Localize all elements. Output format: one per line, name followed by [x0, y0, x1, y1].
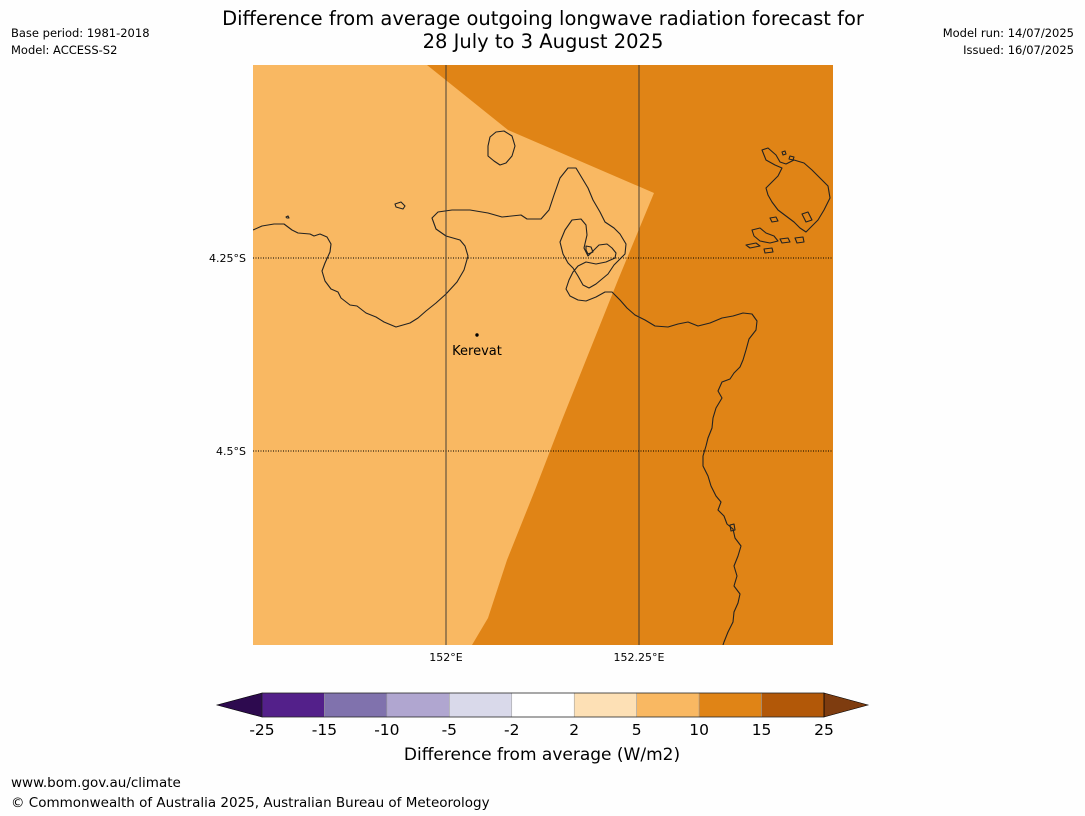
- coastline-islet-east-9: [801, 211, 813, 223]
- colorbar-ticks: -25 -15 -10 -5 -2 2 5 10 15 25: [249, 721, 834, 739]
- colorbar-tick-label: -15: [312, 721, 337, 739]
- colorbar-tick-label: 10: [689, 721, 709, 739]
- map-title: Difference from average outgoing longwav…: [143, 7, 943, 53]
- lon-label-1: 152°E: [429, 651, 462, 664]
- anomaly-region-5-10: [253, 65, 654, 645]
- colorbar-tick-label: -10: [374, 721, 399, 739]
- coastline-islet-east-7: [779, 237, 791, 244]
- footer-url: www.bom.gov.au/climate: [11, 775, 181, 791]
- colorbar-over-arrow: [823, 692, 870, 718]
- coastline-islet-west-1: [394, 201, 406, 210]
- meta-left: Base period: 1981-2018 Model: ACCESS-S2: [11, 25, 150, 59]
- place-marker-dot: [475, 333, 479, 337]
- colorbar-tick-label: -2: [504, 721, 519, 739]
- colorbar-box: [761, 692, 825, 718]
- colorbar-box: [386, 692, 450, 718]
- colorbar-box: [261, 692, 325, 718]
- colorbar-tick-label: 2: [569, 721, 579, 739]
- colorbar-box: [698, 692, 762, 718]
- coastline-islet-east-6: [763, 247, 774, 254]
- coastline: [253, 130, 831, 645]
- title-line-2: 28 July to 3 August 2025: [422, 30, 664, 53]
- coastline-duke-of-york: [761, 147, 831, 233]
- coastline-islet-east-2: [788, 155, 795, 161]
- colorbar-outline: [261, 692, 825, 718]
- colorbar-label: Difference from average (W/m2): [403, 745, 681, 765]
- coastline-island-north: [487, 130, 516, 166]
- colorbar-box: [324, 692, 388, 718]
- place-label: Kerevat: [452, 344, 502, 359]
- coastline-islet-east-10: [729, 523, 736, 532]
- colorbar-box: [511, 692, 575, 718]
- model-text: Model: ACCESS-S2: [11, 43, 118, 57]
- colorbar-tick-label: -5: [442, 721, 457, 739]
- coastline-islet-east-4: [751, 227, 779, 244]
- colorbar-box: [636, 692, 700, 718]
- coastline-islet-east-1: [781, 150, 787, 156]
- colorbar-tick-label: 15: [752, 721, 772, 739]
- base-period-text: Base period: 1981-2018: [11, 26, 150, 40]
- coastline-main: [253, 167, 758, 645]
- issued-text: Issued: 16/07/2025: [963, 43, 1074, 57]
- colorbar: -25 -15 -10 -5 -2 2 5 10 15 25: [215, 692, 870, 739]
- coastline-islet-east-5: [745, 242, 761, 249]
- coastline-islet-east-8: [794, 236, 805, 244]
- model-run-text: Model run: 14/07/2025: [942, 26, 1074, 40]
- footer-copyright: © Commonwealth of Australia 2025, Austra…: [11, 795, 490, 811]
- colorbar-tick-label: 25: [814, 721, 834, 739]
- title-line-1: Difference from average outgoing longwav…: [222, 7, 864, 30]
- map-panel: Kerevat 4.25°S 4.5°S 152°E 152.25°E: [209, 65, 833, 664]
- meta-right: Model run: 14/07/2025 Issued: 16/07/2025: [943, 25, 1074, 59]
- colorbar-box: [573, 692, 637, 718]
- lon-label-2: 152.25°E: [614, 651, 665, 664]
- coastline-inner-bay: [585, 245, 594, 255]
- lat-label-1: 4.25°S: [209, 252, 246, 265]
- colorbar-box: [449, 692, 513, 718]
- colorbar-tick-label: -25: [249, 721, 274, 739]
- coastline-islet-west-2: [285, 215, 290, 219]
- lat-label-2: 4.5°S: [216, 445, 246, 458]
- colorbar-tick-label: 5: [632, 721, 642, 739]
- colorbar-boxes: [215, 692, 870, 718]
- coastline-islet-east-3: [769, 216, 779, 223]
- colorbar-under-arrow: [215, 692, 263, 718]
